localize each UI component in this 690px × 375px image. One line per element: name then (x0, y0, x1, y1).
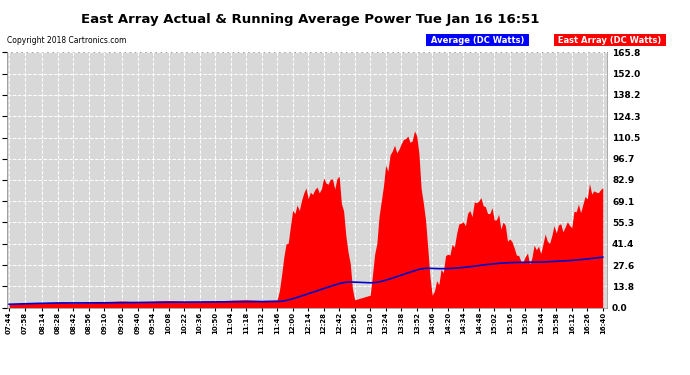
Text: East Array Actual & Running Average Power Tue Jan 16 16:51: East Array Actual & Running Average Powe… (81, 13, 540, 26)
Text: Average (DC Watts): Average (DC Watts) (428, 36, 527, 45)
Text: East Array (DC Watts): East Array (DC Watts) (555, 36, 664, 45)
Text: Copyright 2018 Cartronics.com: Copyright 2018 Cartronics.com (7, 36, 126, 45)
